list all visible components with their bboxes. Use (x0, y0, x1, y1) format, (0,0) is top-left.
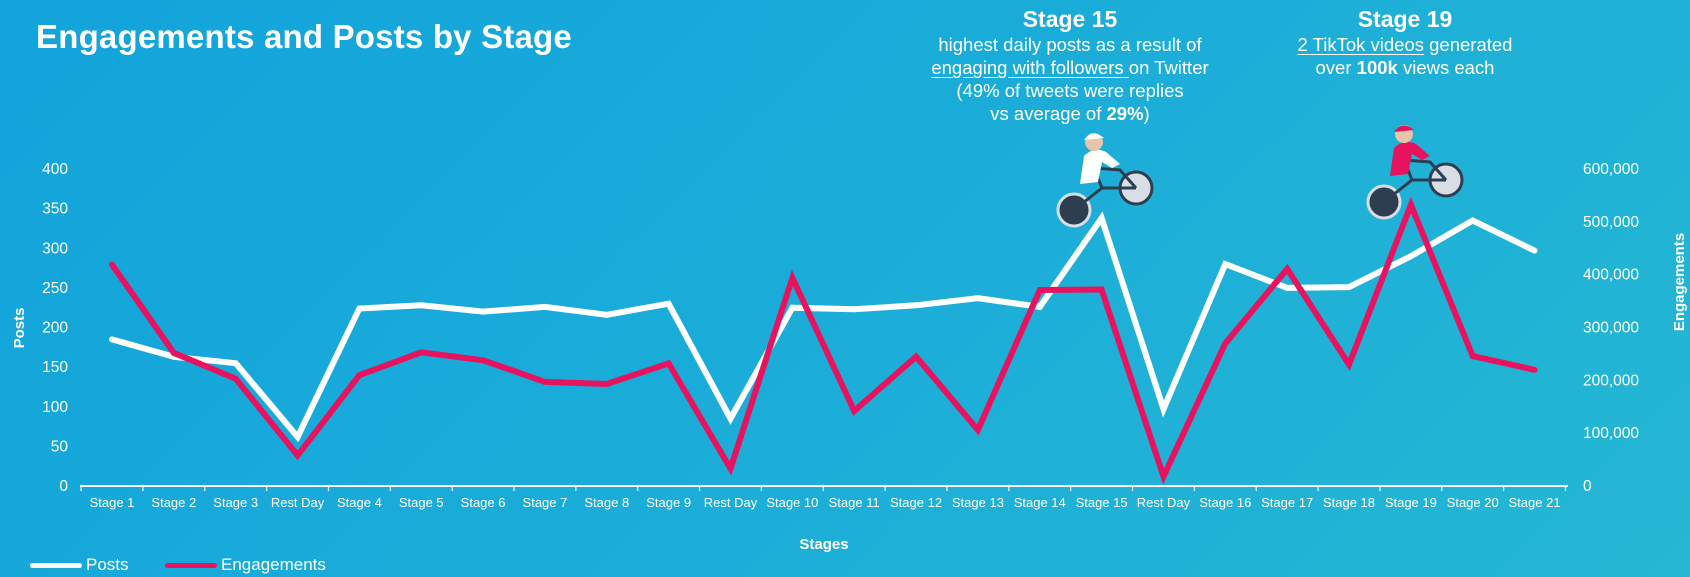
y-left-tick-label: 350 (42, 201, 68, 218)
x-tick-label: Stage 14 (1014, 495, 1066, 510)
stage15-line4-a: vs average of (990, 103, 1107, 124)
stage15-line4: vs average of 29%) (900, 102, 1240, 125)
y-left-tick-label: 50 (51, 438, 69, 455)
rider-helmet (1084, 133, 1104, 140)
stage19-line2-c: views each (1397, 57, 1495, 78)
stage15-line4-b: 29% (1106, 103, 1144, 124)
rider-body (1080, 149, 1120, 184)
x-tick-label: Stage 10 (766, 495, 818, 510)
stage15-annotation: Stage 15 highest daily posts as a result… (900, 6, 1240, 125)
stage19-line2-a: over (1315, 57, 1357, 78)
stage19-line2-b: 100k (1356, 57, 1398, 78)
series-line-engagements (109, 196, 1538, 485)
legend-engagements: Engagements (165, 555, 326, 575)
x-tick-label: Stage 2 (151, 495, 196, 510)
rider-body (1390, 141, 1430, 176)
x-tick-label: Stage 9 (646, 495, 691, 510)
y-right-tick-label: 200,000 (1583, 372, 1639, 389)
legend-engagements-label: Engagements (221, 555, 326, 574)
x-tick-label: Stage 15 (1076, 495, 1128, 510)
y-right-tick-label: 600,000 (1583, 161, 1639, 178)
stage15-line4-c: ) (1143, 103, 1150, 124)
lines-layer (109, 196, 1538, 485)
x-tick-label: Rest Day (271, 495, 325, 510)
stage19-annotation: Stage 19 2 TikTok videos generated over … (1260, 6, 1550, 79)
y-left-tick-label: 150 (42, 359, 68, 376)
x-tick-label: Stage 20 (1447, 495, 1499, 510)
x-tick-label: Stage 1 (90, 495, 135, 510)
stage15-line2-tail: on Twitter (1128, 57, 1209, 78)
x-tick-label: Stage 4 (337, 495, 382, 510)
y-left-tick-label: 250 (42, 280, 68, 297)
x-axis-title: Stages (799, 536, 848, 553)
y-left-tick-label: 400 (42, 161, 68, 178)
stage15-cyclist-icon (1056, 133, 1154, 228)
legend-posts: Posts (30, 555, 129, 575)
y-right-tick-label: 300,000 (1583, 320, 1639, 337)
stage19-underlined: 2 TikTok videos (1297, 34, 1424, 55)
stage19-line2: over 100k views each (1260, 56, 1550, 79)
y-left-axis-title: Posts (11, 308, 28, 349)
stage15-line1: highest daily posts as a result of (938, 34, 1202, 55)
stage15-heading: Stage 15 (1022, 6, 1118, 32)
stage19-line1: 2 TikTok videos generated (1260, 33, 1550, 56)
axes-layer: Stage 1 Stage 2 Stage 3 Rest Day Stage 4 Stag… (11, 161, 1688, 553)
rider-helmet (1394, 125, 1414, 132)
y-right-tick-label: 0 (1583, 478, 1592, 495)
x-tick-label: Rest Day (704, 495, 758, 510)
y-right-tick-label: 100,000 (1583, 425, 1639, 442)
y-left-tick-label: 200 (42, 320, 68, 337)
legend-posts-label: Posts (86, 555, 129, 574)
x-tick-label: Stage 8 (584, 495, 629, 510)
stage19-heading: Stage 19 (1357, 6, 1453, 32)
x-tick-label: Stage 3 (213, 495, 258, 510)
x-tick-label: Stage 17 (1261, 495, 1313, 510)
series-line-posts (109, 211, 1538, 443)
x-tick-label: Stage 21 (1509, 495, 1561, 510)
chart-title: Engagements and Posts by Stage (36, 18, 572, 55)
legend-posts-swatch (30, 562, 82, 568)
legend-engagements-swatch (165, 562, 217, 568)
stage15-line2: engaging with followers on Twitter (900, 56, 1240, 79)
stage19-cyclist-icon (1366, 125, 1464, 220)
x-tick-label: Stage 16 (1199, 495, 1251, 510)
stage15-line3: (49% of tweets were replies (956, 80, 1184, 101)
x-tick-label: Stage 6 (461, 495, 506, 510)
y-right-tick-label: 500,000 (1583, 214, 1639, 231)
y-left-tick-label: 0 (59, 478, 68, 495)
x-tick-label: Stage 13 (952, 495, 1004, 510)
x-tick-label: Rest Day (1137, 495, 1191, 510)
y-right-axis-title: Engagements (1671, 233, 1688, 331)
y-right-tick-label: 400,000 (1583, 267, 1639, 284)
x-tick-label: Stage 11 (829, 495, 880, 510)
x-tick-label: Stage 19 (1385, 495, 1437, 510)
stage19-line1-tail: generated (1424, 34, 1513, 55)
stage15-underlined: engaging with followers (931, 57, 1129, 78)
y-left-tick-label: 100 (42, 399, 68, 416)
x-tick-label: Stage 5 (399, 495, 444, 510)
cyclist-icons-layer (1056, 125, 1464, 228)
y-left-tick-label: 300 (42, 240, 68, 257)
x-tick-label: Stage 7 (523, 495, 568, 510)
x-tick-label: Stage 18 (1323, 495, 1375, 510)
x-tick-label: Stage 12 (890, 495, 942, 510)
